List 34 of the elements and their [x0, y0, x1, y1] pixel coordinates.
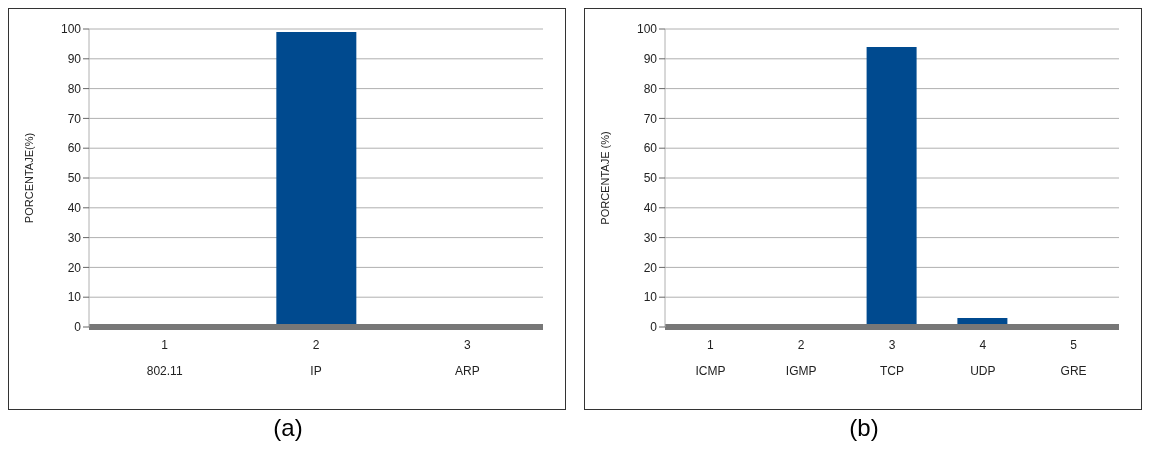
- x-tick-label: 3 TCP: [880, 338, 904, 378]
- y-tick-label: 80: [67, 81, 82, 96]
- y-axis-title: PORCENTAJE (%): [598, 131, 611, 225]
- y-tick-label: 100: [60, 22, 82, 37]
- y-tick-label: 80: [643, 81, 658, 96]
- y-tick-label: 60: [643, 141, 658, 156]
- y-axis-title: PORCENTAJE(%): [22, 132, 35, 224]
- y-tick-label: 0: [650, 320, 658, 335]
- text: (a): [272, 414, 304, 442]
- y-tick-label: 50: [67, 171, 82, 186]
- y-tick-label: 30: [67, 230, 82, 245]
- y-tick-label: 10: [643, 290, 658, 305]
- text: (b): [848, 414, 880, 442]
- y-tick-label: 10: [67, 290, 82, 305]
- x-tick-label: 2 IP: [310, 338, 322, 378]
- x-tick-label: 5 GRE: [1060, 338, 1087, 378]
- y-tick-label: 70: [643, 111, 658, 126]
- y-tick-label: 40: [643, 201, 658, 216]
- y-tick-label: 60: [67, 141, 82, 156]
- y-tick-label: 20: [643, 260, 658, 275]
- x-tick-label: 1 802.11: [146, 338, 183, 378]
- x-tick-label: 1 ICMP: [695, 338, 726, 378]
- y-tick-label: 90: [643, 52, 658, 67]
- x-tick-label: 4 UDP: [970, 338, 996, 378]
- y-tick-label: 20: [67, 260, 82, 275]
- y-tick-label: 30: [643, 230, 658, 245]
- y-tick-label: 70: [67, 111, 82, 126]
- x-tick-label: 2 IGMP: [785, 338, 817, 378]
- y-tick-label: 40: [67, 201, 82, 216]
- y-tick-label: 50: [643, 171, 658, 186]
- y-tick-label: 0: [74, 320, 82, 335]
- y-tick-label: 100: [636, 22, 658, 37]
- y-tick-label: 90: [67, 52, 82, 67]
- x-tick-label: 3 ARP: [454, 338, 480, 378]
